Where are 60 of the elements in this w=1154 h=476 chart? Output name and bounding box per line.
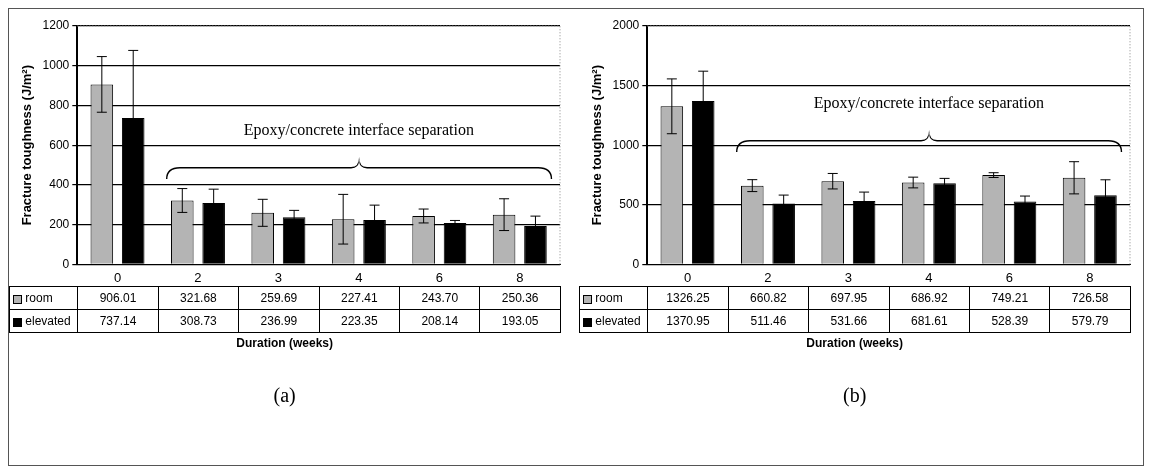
x-tick-label: 0 (683, 269, 692, 285)
data-label: 686.92 (889, 286, 970, 310)
x-axis-title: Duration (weeks) (235, 336, 334, 351)
data-label: 1370.95 (647, 309, 729, 333)
data-label: 236.99 (238, 309, 320, 333)
data-label: 697.95 (808, 286, 890, 310)
data-label: 726.58 (1049, 286, 1131, 310)
data-label: 579.79 (1049, 309, 1131, 333)
data-label: 906.01 (77, 286, 159, 310)
x-tick-label: 2 (764, 269, 772, 285)
legend-label: elevated (9, 309, 78, 333)
x-tick-label: 6 (435, 269, 443, 285)
y-tick-label: 500 (619, 197, 640, 212)
y-tick-label: 1200 (42, 18, 70, 33)
y-tick-label: 400 (49, 177, 70, 192)
x-tick-label: 3 (274, 269, 283, 285)
data-label: 737.14 (77, 309, 159, 333)
data-label: 259.69 (238, 286, 320, 310)
data-label: 308.73 (158, 309, 239, 333)
x-tick-label: 8 (516, 269, 524, 285)
data-label: 193.05 (479, 309, 561, 333)
data-label: 511.46 (728, 309, 809, 333)
y-tick-label: 1000 (42, 58, 70, 73)
x-tick-label: 2 (194, 269, 202, 285)
data-label: 528.39 (969, 309, 1050, 333)
y-tick-label: 800 (49, 97, 70, 112)
y-tick-label: 1000 (612, 137, 640, 152)
x-tick-label: 0 (113, 269, 122, 285)
data-label: 531.66 (808, 309, 890, 333)
data-label: 321.68 (158, 286, 239, 310)
data-label: 681.61 (889, 309, 970, 333)
y-tick-label: 0 (62, 256, 70, 271)
legend-label: elevated (579, 309, 648, 333)
x-tick-label: 3 (844, 269, 853, 285)
x-tick-label: 8 (1086, 269, 1094, 285)
data-label: 208.14 (399, 309, 480, 333)
y-axis-title: Fracture toughness (J/m²) (19, 65, 35, 226)
data-label: 1326.25 (647, 286, 729, 310)
y-tick-label: 2000 (612, 18, 640, 33)
x-tick-label: 4 (925, 269, 933, 285)
annotation: Epoxy/concrete interface separation (813, 93, 1044, 112)
x-axis-title: Duration (weeks) (805, 336, 904, 351)
y-axis-title: Fracture toughness (J/m²) (589, 65, 605, 226)
data-label: 243.70 (399, 286, 480, 310)
x-tick-label: 4 (355, 269, 363, 285)
data-label: 227.41 (319, 286, 400, 310)
x-tick-label: 6 (1005, 269, 1013, 285)
annotation: Epoxy/concrete interface separation (243, 120, 474, 139)
y-tick-label: 200 (49, 216, 70, 231)
legend-label: room (9, 286, 78, 310)
y-tick-label: 0 (632, 256, 640, 271)
text: (b) (842, 384, 868, 408)
y-tick-label: 600 (49, 137, 70, 152)
data-label: 749.21 (969, 286, 1050, 310)
y-tick-label: 1500 (612, 77, 640, 92)
legend-label: room (579, 286, 648, 310)
text: (a) (272, 384, 297, 408)
data-label: 250.36 (479, 286, 561, 310)
data-label: 660.82 (728, 286, 809, 310)
data-label: 223.35 (319, 309, 400, 333)
